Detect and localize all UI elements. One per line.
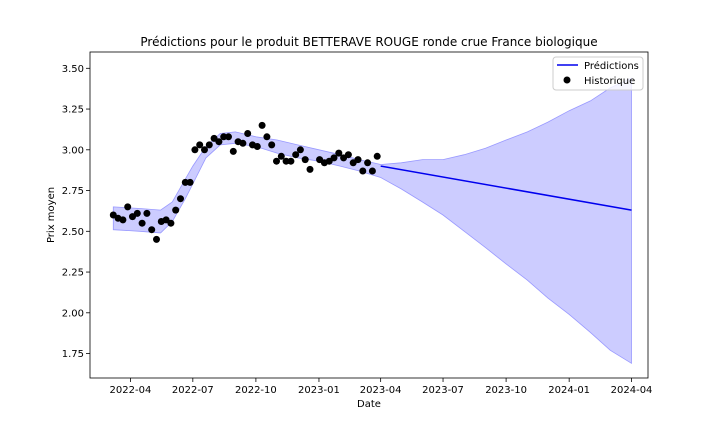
legend: Prédictions Historique bbox=[552, 56, 644, 91]
history-point bbox=[201, 146, 208, 154]
history-point bbox=[287, 157, 295, 165]
history-point bbox=[153, 235, 160, 243]
x-tick-label: 2023-01 bbox=[298, 385, 340, 396]
history-point bbox=[239, 139, 247, 147]
x-tick-label: 2024-04 bbox=[611, 385, 653, 396]
x-tick-label: 2023-10 bbox=[485, 385, 527, 396]
y-tick-label: 3.00 bbox=[62, 145, 84, 156]
history-point bbox=[354, 156, 362, 164]
history-point bbox=[177, 195, 184, 203]
x-tick-label: 2022-07 bbox=[172, 385, 214, 396]
legend-history-swatch bbox=[563, 76, 571, 84]
history-point bbox=[263, 133, 271, 141]
history-point bbox=[282, 157, 290, 165]
history-point bbox=[335, 149, 343, 157]
history-point bbox=[225, 133, 232, 141]
history-point bbox=[292, 151, 300, 159]
history-point bbox=[124, 203, 132, 211]
history-point bbox=[191, 146, 199, 154]
y-tick-label: 3.50 bbox=[62, 64, 84, 75]
history-point bbox=[138, 219, 146, 227]
history-point bbox=[205, 141, 213, 149]
history-point bbox=[273, 157, 280, 165]
history-point bbox=[133, 209, 141, 217]
y-tick-label: 1.75 bbox=[62, 349, 84, 360]
history-point bbox=[119, 216, 127, 224]
legend-history-label: Historique bbox=[584, 76, 635, 87]
history-point bbox=[167, 219, 175, 227]
chart-title: Prédictions pour le produit BETTERAVE RO… bbox=[140, 35, 597, 49]
history-point bbox=[253, 143, 261, 150]
history-point bbox=[172, 206, 180, 214]
plot-frame bbox=[89, 51, 649, 379]
history-point bbox=[215, 138, 223, 146]
history-point bbox=[330, 154, 338, 162]
x-tick-label: 2023-07 bbox=[422, 385, 464, 396]
x-axis-label: Date bbox=[357, 399, 381, 410]
history-point bbox=[258, 121, 266, 129]
x-tick-label: 2022-10 bbox=[235, 385, 277, 396]
x-tick-label: 2022-04 bbox=[110, 385, 152, 396]
history-point bbox=[296, 146, 304, 154]
y-tick-label: 2.25 bbox=[62, 268, 84, 279]
prediction-line bbox=[380, 165, 632, 211]
legend-prediction-label: Prédictions bbox=[584, 60, 639, 72]
y-tick-label: 2.00 bbox=[62, 308, 84, 319]
history-point bbox=[148, 226, 156, 234]
history-point bbox=[244, 130, 252, 137]
history-point bbox=[344, 151, 352, 159]
history-point bbox=[181, 178, 189, 186]
history-point bbox=[196, 141, 204, 149]
y-tick-label: 3.25 bbox=[62, 105, 84, 116]
history-point bbox=[143, 209, 151, 217]
history-point bbox=[301, 156, 309, 164]
history-point bbox=[359, 167, 367, 175]
x-tick-label: 2023-04 bbox=[360, 385, 402, 396]
y-tick-label: 2.75 bbox=[62, 186, 84, 197]
plot-area bbox=[89, 51, 649, 379]
history-point bbox=[368, 167, 376, 175]
history-point bbox=[364, 159, 372, 167]
x-tick-label: 2024-01 bbox=[548, 385, 590, 396]
history-point bbox=[306, 165, 314, 173]
history-point bbox=[186, 178, 194, 186]
history-point bbox=[277, 152, 285, 160]
history-point bbox=[229, 147, 237, 155]
history-point bbox=[268, 141, 276, 149]
y-axis-label: Prix moyen bbox=[46, 187, 57, 243]
history-point bbox=[220, 133, 228, 141]
history-point bbox=[373, 152, 381, 160]
y-tick-label: 2.50 bbox=[62, 227, 84, 238]
